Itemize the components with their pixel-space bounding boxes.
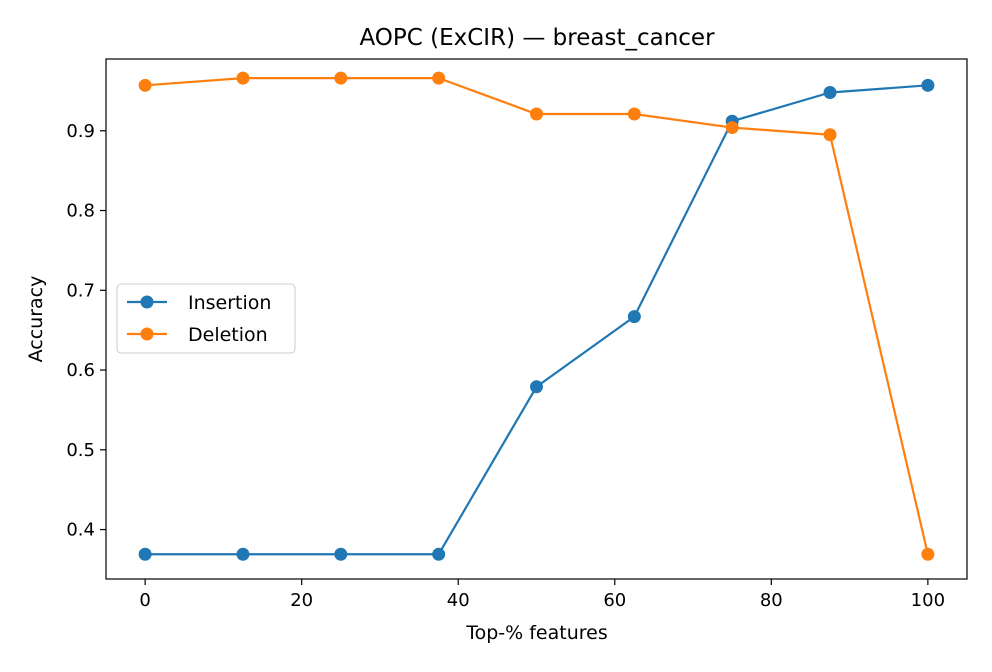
legend-entry-insertion: Insertion (127, 292, 271, 314)
legend-label: Deletion (188, 324, 268, 346)
y-tick-label: 0.9 (66, 121, 95, 142)
y-tick-label: 0.6 (66, 360, 95, 381)
legend-label: Insertion (188, 292, 271, 314)
y-axis-label: Accuracy (25, 276, 47, 363)
series-insertion-point (921, 78, 935, 92)
legend-swatch-marker (140, 295, 154, 309)
series-insertion-point (432, 547, 446, 561)
legend-entry-deletion: Deletion (127, 324, 268, 346)
y-axis: 0.4 0.5 0.6 0.7 0.8 0.9 (66, 121, 106, 541)
y-tick-label: 0.4 (66, 520, 95, 541)
series-deletion-point (725, 121, 739, 135)
x-tick-label: 20 (290, 590, 313, 611)
series-insertion-point (627, 310, 641, 324)
series-deletion-point (138, 78, 152, 92)
series-deletion-point (236, 71, 250, 85)
series-layer (138, 71, 935, 561)
x-tick-label: 40 (447, 590, 470, 611)
plot-area-frame (105, 58, 968, 580)
series-insertion (138, 78, 935, 561)
series-insertion-point (530, 380, 543, 394)
series-insertion-point (138, 547, 152, 561)
series-deletion-point (823, 128, 837, 142)
chart-title: AOPC (ExCIR) — breast_cancer (359, 25, 715, 51)
series-deletion-point (432, 71, 446, 85)
legend: Insertion Deletion (116, 283, 296, 354)
x-tick-label: 80 (760, 590, 783, 611)
series-deletion-point (334, 71, 348, 85)
x-tick-label: 60 (603, 590, 626, 611)
series-deletion-point (627, 107, 641, 121)
series-deletion-point (530, 107, 543, 121)
x-tick-label: 100 (911, 590, 945, 611)
series-insertion-point (334, 547, 348, 561)
y-tick-label: 0.7 (66, 280, 95, 301)
series-deletion-point (921, 547, 935, 561)
x-axis-label: Top-% features (465, 622, 608, 644)
x-tick-label: 0 (139, 590, 150, 611)
x-axis: 0 20 40 60 80 100 (139, 579, 945, 611)
y-tick-label: 0.5 (66, 440, 95, 461)
legend-swatch-marker (140, 327, 154, 341)
series-insertion-point (823, 85, 837, 99)
series-insertion-point (236, 547, 250, 561)
series-deletion (138, 71, 935, 561)
y-tick-label: 0.8 (66, 201, 95, 222)
